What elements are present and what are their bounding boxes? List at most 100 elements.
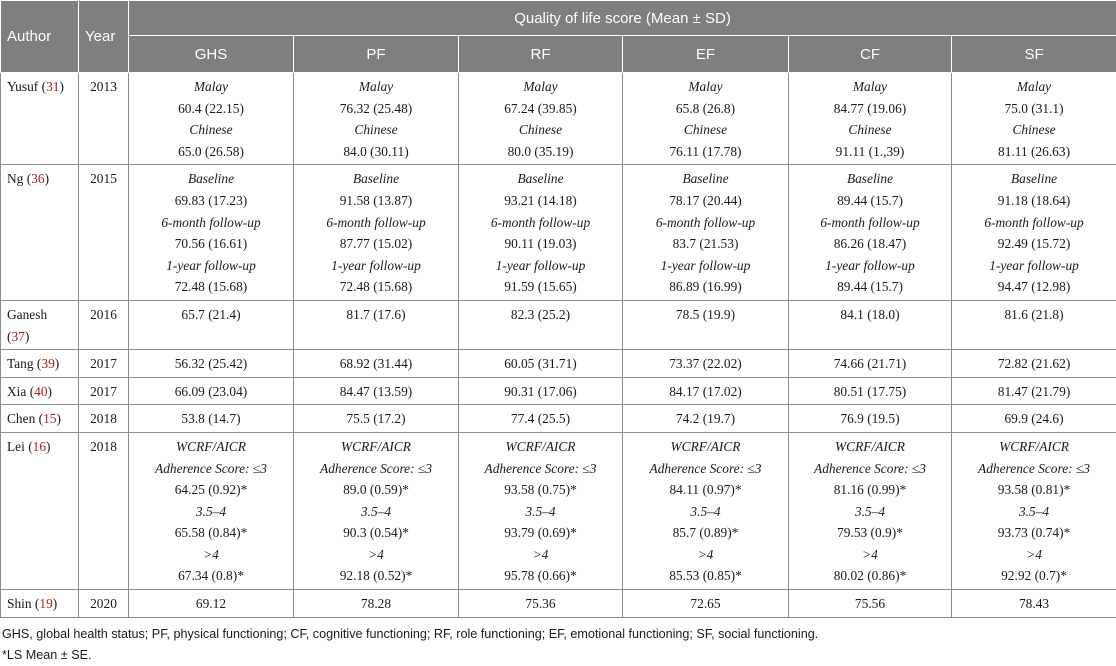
- score-cell-sf: 81.47 (21.79): [952, 377, 1116, 405]
- score-value: 60.4 (22.15): [135, 98, 287, 120]
- reference-link[interactable]: 37: [11, 329, 24, 344]
- subgroup-label: WCRF/AICR: [135, 436, 287, 458]
- score-value: 84.11 (0.97)*: [629, 479, 782, 501]
- score-value: 79.53 (0.9)*: [795, 522, 945, 544]
- subgroup-label: WCRF/AICR: [958, 436, 1110, 458]
- subgroup-label: Baseline: [300, 168, 452, 190]
- score-value: 80.0 (35.19): [465, 141, 616, 163]
- score-value: 72.48 (15.68): [135, 276, 287, 298]
- column-header-sf: SF: [952, 36, 1116, 73]
- author-name: Ganesh: [7, 307, 47, 322]
- year-cell: 2017: [79, 377, 129, 405]
- score-cell-cf: 80.51 (17.75): [789, 377, 952, 405]
- subgroup-label: Adherence Score: ≤3: [795, 458, 945, 480]
- score-cell-sf: 69.9 (24.6): [952, 405, 1116, 433]
- score-value: 93.58 (0.75)*: [465, 479, 616, 501]
- score-cell-pf: 84.47 (13.59): [294, 377, 459, 405]
- header-row-top: Author Year Quality of life score (Mean …: [1, 1, 1116, 36]
- score-value: 69.12: [135, 593, 287, 615]
- score-cell-cf: 75.56: [789, 590, 952, 618]
- subgroup-label: >4: [958, 544, 1110, 566]
- score-value: 72.65: [629, 593, 782, 615]
- score-value: 56.32 (25.42): [135, 353, 287, 375]
- score-value: 76.11 (17.78): [629, 141, 782, 163]
- author-name: Lei: [7, 439, 25, 454]
- score-value: 64.25 (0.92)*: [135, 479, 287, 501]
- subgroup-label: >4: [465, 544, 616, 566]
- score-value: 68.92 (31.44): [300, 353, 452, 375]
- score-cell-cf: 74.66 (21.71): [789, 350, 952, 378]
- author-name: Yusuf: [7, 79, 38, 94]
- subgroup-label: 3.5–4: [300, 501, 452, 523]
- author-name: Chen: [7, 411, 35, 426]
- score-value: 82.3 (25.2): [465, 304, 616, 326]
- score-value: 91.18 (18.64): [958, 190, 1110, 212]
- reference-link[interactable]: 15: [43, 411, 56, 426]
- score-value: 72.48 (15.68): [300, 276, 452, 298]
- score-value: 83.7 (21.53): [629, 233, 782, 255]
- score-value: 65.0 (26.58): [135, 141, 287, 163]
- subgroup-label: >4: [135, 544, 287, 566]
- subgroup-label: >4: [300, 544, 452, 566]
- subgroup-label: 1-year follow-up: [958, 255, 1110, 277]
- score-value: 81.16 (0.99)*: [795, 479, 945, 501]
- author-name: Shin: [7, 596, 32, 611]
- score-value: 80.51 (17.75): [795, 381, 945, 403]
- score-value: 84.1 (18.0): [795, 304, 945, 326]
- subgroup-label: 3.5–4: [135, 501, 287, 523]
- score-cell-rf: 82.3 (25.2): [459, 300, 623, 349]
- score-value: 66.09 (23.04): [135, 381, 287, 403]
- reference-link[interactable]: 31: [46, 79, 59, 94]
- score-value: 93.21 (14.18): [465, 190, 616, 212]
- score-value: 89.0 (0.59)*: [300, 479, 452, 501]
- score-cell-ghs: 69.12: [129, 590, 294, 618]
- reference-link[interactable]: 40: [34, 384, 47, 399]
- subgroup-label: 6-month follow-up: [465, 212, 616, 234]
- author-cell: Shin (19): [1, 590, 79, 618]
- subgroup-label: Baseline: [795, 168, 945, 190]
- score-value: 86.89 (16.99): [629, 276, 782, 298]
- reference-link[interactable]: 39: [41, 356, 54, 371]
- score-value: 67.34 (0.8)*: [135, 565, 287, 587]
- author-name: Ng: [7, 171, 23, 186]
- score-value: 75.56: [795, 593, 945, 615]
- author-cell: Lei (16): [1, 432, 79, 589]
- reference-link[interactable]: 16: [33, 439, 46, 454]
- subgroup-label: 1-year follow-up: [300, 255, 452, 277]
- score-cell-rf: 75.36: [459, 590, 623, 618]
- year-cell: 2015: [79, 165, 129, 301]
- score-value: 78.28: [300, 593, 452, 615]
- score-cell-ef: 73.37 (22.02): [623, 350, 789, 378]
- score-value: 90.11 (19.03): [465, 233, 616, 255]
- subgroup-label: Baseline: [958, 168, 1110, 190]
- score-value: 94.47 (12.98): [958, 276, 1110, 298]
- subgroup-label: 6-month follow-up: [629, 212, 782, 234]
- reference-link[interactable]: 19: [39, 596, 52, 611]
- score-value: 60.05 (31.71): [465, 353, 616, 375]
- score-value: 90.3 (0.54)*: [300, 522, 452, 544]
- subgroup-label: 6-month follow-up: [958, 212, 1110, 234]
- column-header-cf: CF: [789, 36, 952, 73]
- subgroup-label: Malay: [465, 76, 616, 98]
- score-value: 89.44 (15.7): [795, 276, 945, 298]
- score-cell-rf: 77.4 (25.5): [459, 405, 623, 433]
- reference-link[interactable]: 36: [31, 171, 44, 186]
- score-value: 85.53 (0.85)*: [629, 565, 782, 587]
- author-name: Tang: [7, 356, 34, 371]
- score-cell-sf: 72.82 (21.62): [952, 350, 1116, 378]
- score-cell-cf: 84.1 (18.0): [789, 300, 952, 349]
- score-cell-sf: 81.6 (21.8): [952, 300, 1116, 349]
- score-value: 65.58 (0.84)*: [135, 522, 287, 544]
- subgroup-label: 1-year follow-up: [629, 255, 782, 277]
- score-value: 70.56 (16.61): [135, 233, 287, 255]
- subgroup-label: Adherence Score: ≤3: [300, 458, 452, 480]
